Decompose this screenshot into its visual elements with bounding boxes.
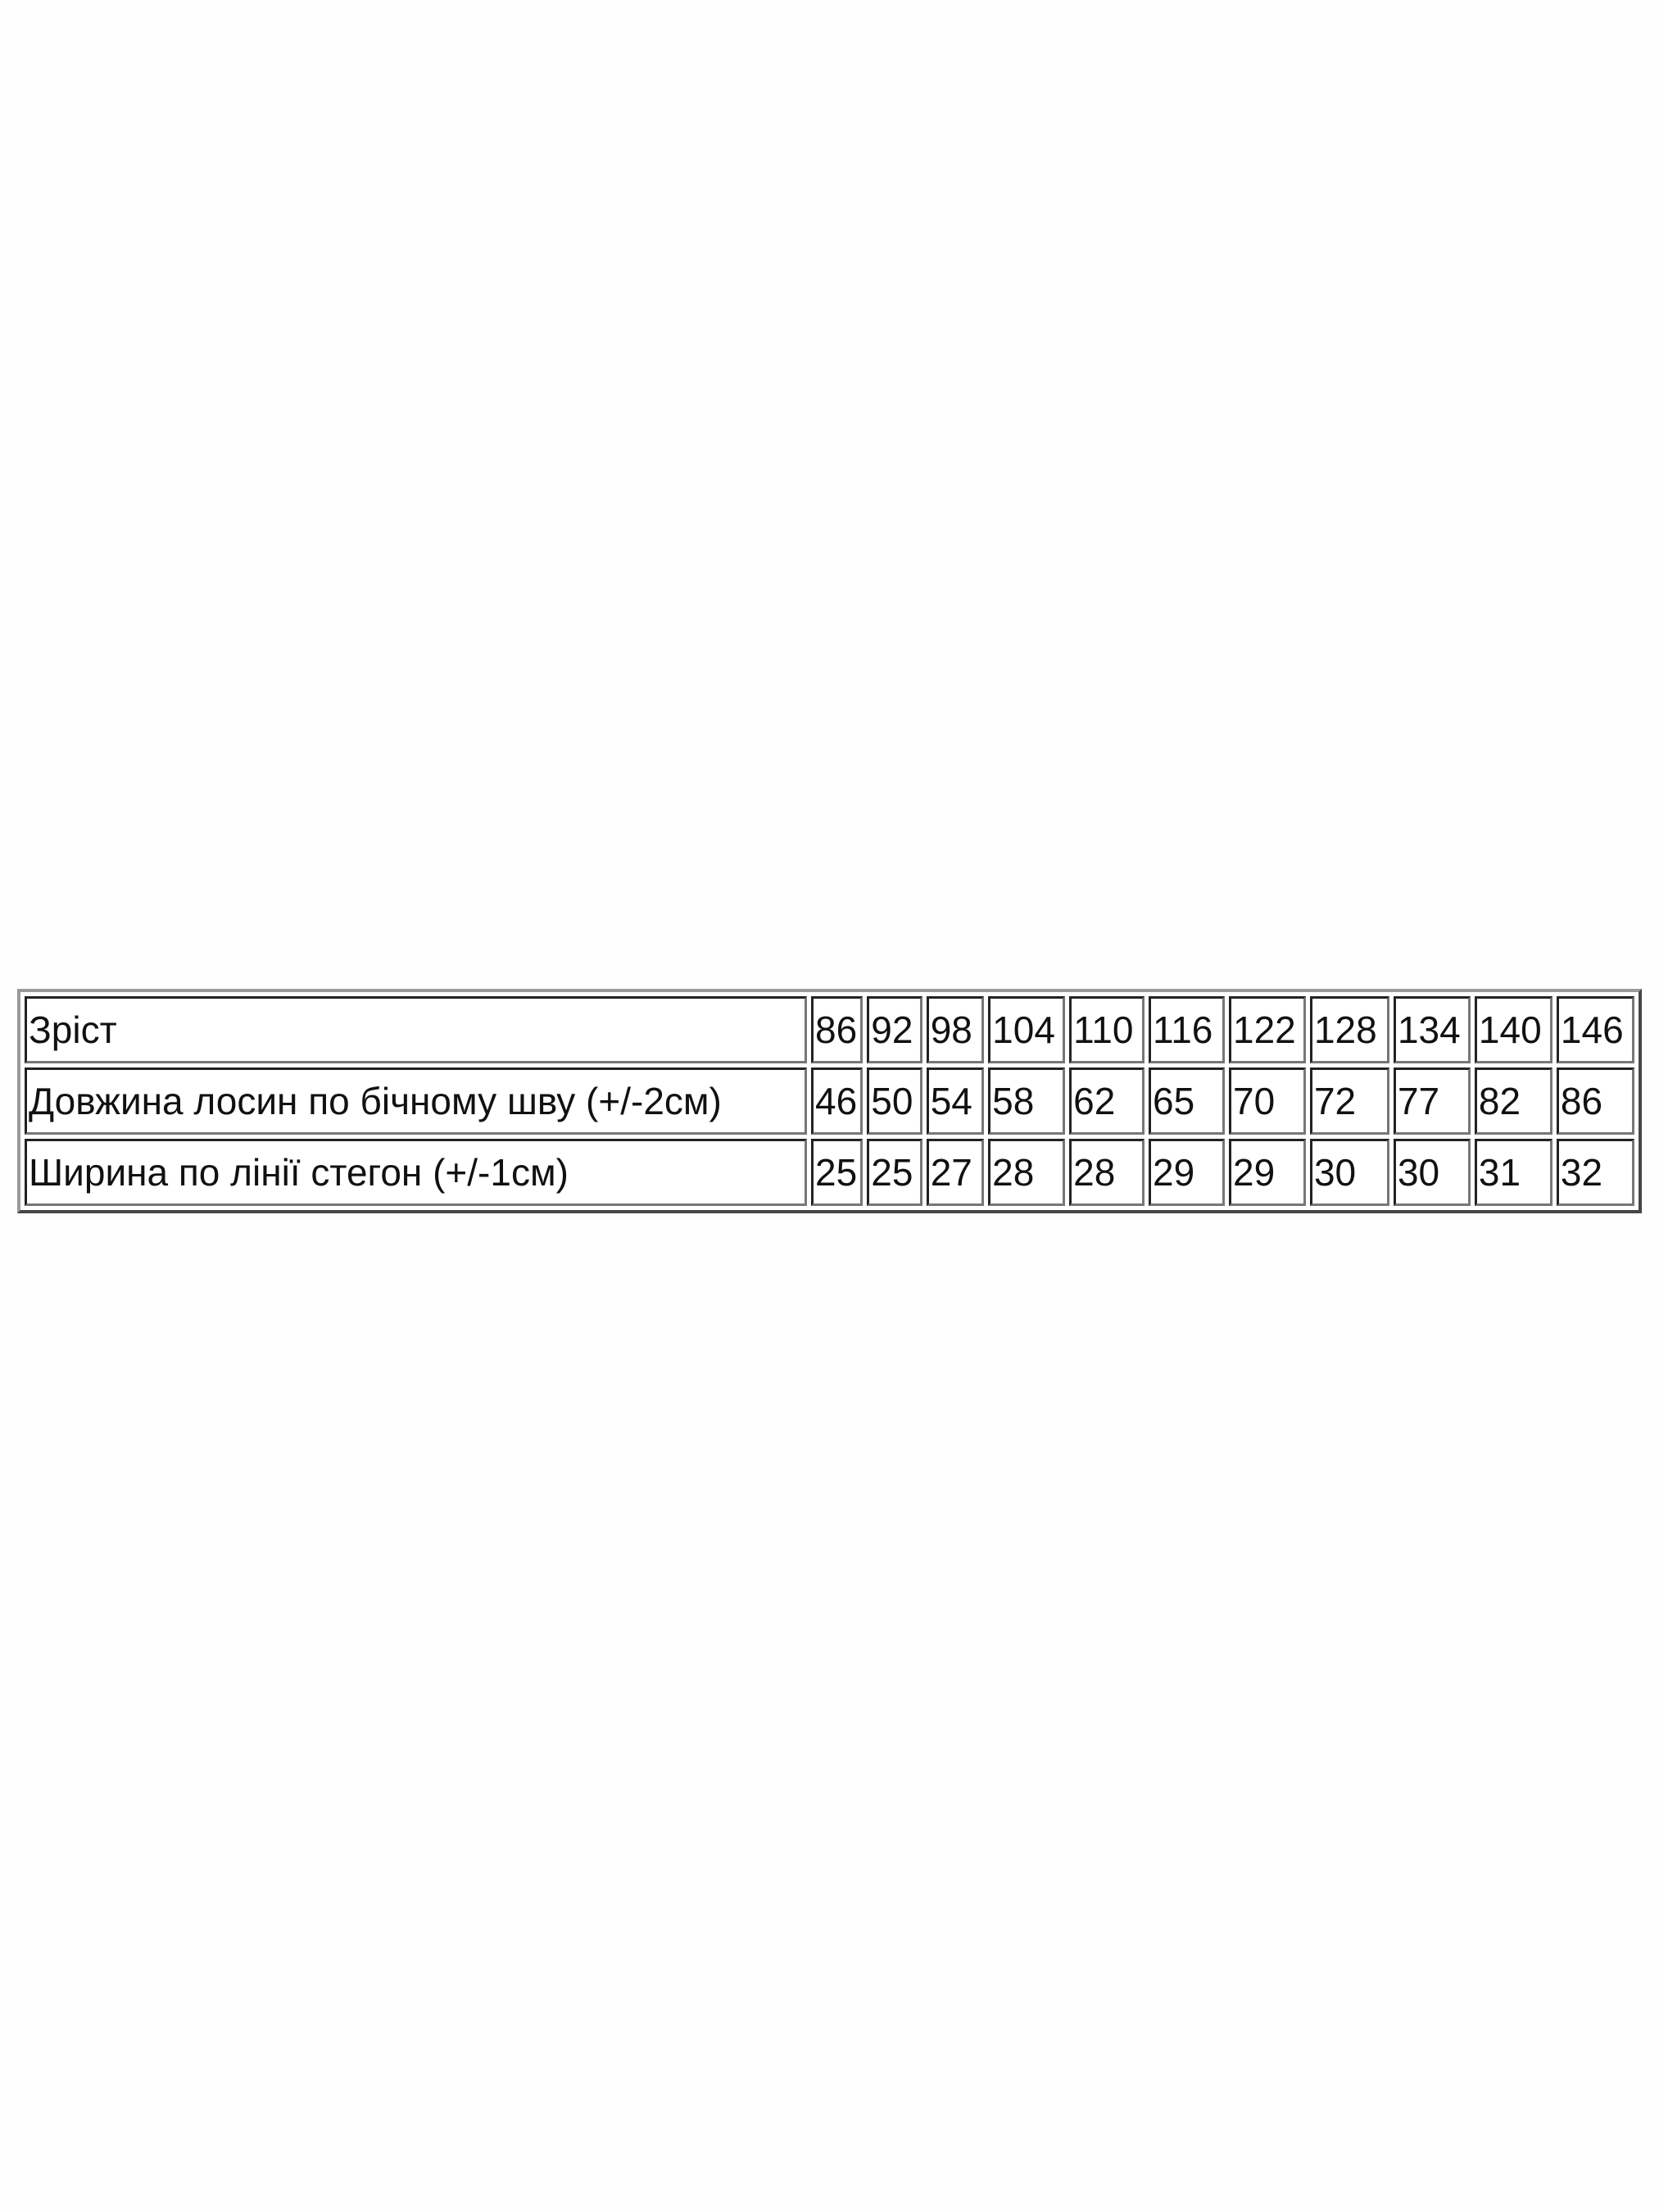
table-cell: 27 [926,1139,985,1206]
table-cell: 86 [1556,1067,1634,1135]
table-cell: 70 [1228,1067,1306,1135]
table-cell: 46 [810,1067,863,1135]
table-cell: 25 [867,1139,922,1206]
table-cell: 104 [988,996,1066,1063]
row-label: Довжина лосин по бічному шву (+/-2см) [25,1067,807,1135]
table-cell: 134 [1393,996,1471,1063]
table-cell: 65 [1149,1067,1225,1135]
table-row: Ширина по лінії стегон (+/-1см) 25 25 27 28 2… [25,1139,1634,1206]
table-cell: 110 [1069,996,1145,1063]
table-cell: 29 [1149,1139,1225,1206]
table-cell: 116 [1149,996,1225,1063]
table-cell: 29 [1228,1139,1306,1206]
table-cell: 128 [1309,996,1389,1063]
table-cell: 62 [1069,1067,1145,1135]
table-cell: 140 [1474,996,1552,1063]
table-cell: 86 [810,996,863,1063]
table-cell: 72 [1309,1067,1389,1135]
size-table-container: Зріст 86 92 98 104 110 116 122 128 134 140 146 Довжи… [17,989,1642,1213]
table-row: Зріст 86 92 98 104 110 116 122 128 134 140 146 [25,996,1634,1063]
size-table: Зріст 86 92 98 104 110 116 122 128 134 140 146 Довжи… [17,989,1642,1213]
table-row: Довжина лосин по бічному шву (+/-2см) 46 5… [25,1067,1634,1135]
row-label: Зріст [25,996,807,1063]
table-cell: 77 [1393,1067,1471,1135]
table-cell: 54 [926,1067,985,1135]
table-cell: 25 [810,1139,863,1206]
row-label: Ширина по лінії стегон (+/-1см) [25,1139,807,1206]
table-cell: 122 [1228,996,1306,1063]
table-cell: 31 [1474,1139,1552,1206]
table-cell: 58 [988,1067,1066,1135]
table-cell: 82 [1474,1067,1552,1135]
table-cell: 98 [926,996,985,1063]
table-cell: 32 [1556,1139,1634,1206]
table-cell: 92 [867,996,922,1063]
table-cell: 146 [1556,996,1634,1063]
table-cell: 50 [867,1067,922,1135]
table-cell: 30 [1393,1139,1471,1206]
table-cell: 28 [1069,1139,1145,1206]
table-cell: 28 [988,1139,1066,1206]
table-cell: 30 [1309,1139,1389,1206]
